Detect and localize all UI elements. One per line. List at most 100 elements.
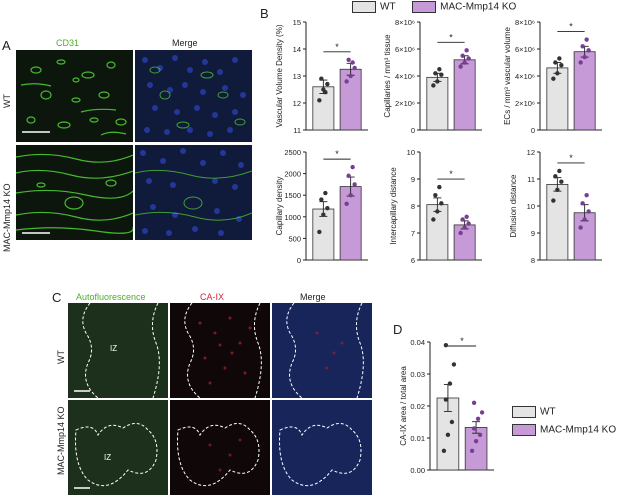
chart-3-point [344, 201, 349, 207]
chart-1-point [464, 48, 469, 53]
chart-6-bar-ko [464, 427, 488, 471]
chart-4-point [437, 184, 442, 190]
chart-6-point [451, 362, 457, 367]
autofluorescence-ko-micrograph: IZ [68, 400, 168, 495]
chart-0-ylabel: Vascular Volume Density (%) [275, 24, 284, 127]
legend-label-ko: MAC-Mmp14 KO [440, 1, 517, 13]
chart-4-point [433, 193, 438, 198]
chart-5-tick-label: 9 [531, 229, 535, 238]
chart-2-point [578, 60, 583, 65]
chart-3-bar-ko [339, 186, 362, 261]
chart-1-point [431, 83, 436, 88]
chart-1-point [460, 53, 465, 58]
chart-4-tick-label: 9 [411, 175, 415, 184]
chart-1-sig-star: * [449, 32, 453, 42]
chart-1-point [435, 79, 440, 84]
chart-5-point [578, 225, 583, 230]
chart-1-point [433, 71, 438, 76]
ca-ix-wt-micrograph [170, 303, 270, 398]
chart-4-point [439, 201, 444, 206]
chart-6-point [443, 397, 449, 402]
chart-2-point [555, 71, 560, 76]
chart-6-point [471, 400, 477, 405]
chart-2-bar-wt [546, 67, 569, 131]
chart-5-point [580, 201, 585, 206]
chart-6-tick-label: 0.04 [410, 338, 425, 347]
chart-6-point [441, 448, 447, 453]
chart-1-bar-wt [426, 76, 449, 131]
chart-6-tick-label: 0.01 [410, 434, 425, 443]
chart-5-ylabel: Diffusion distance [509, 174, 518, 238]
ca-ix-ko-micrograph [170, 400, 270, 495]
chart-0-point [346, 57, 351, 62]
autofluorescence-wt-micrograph: IZ [68, 303, 168, 398]
iz-label-ko: IZ [104, 453, 111, 462]
chart-6-point [447, 381, 453, 386]
legend-label-wt: WT [380, 1, 396, 13]
chart-5-sig-star: * [569, 153, 573, 163]
legend-d-swatch-wt [512, 406, 536, 418]
merge-c-ko-micrograph [272, 400, 372, 495]
chart-3-point [352, 182, 357, 187]
chart-1-tick-label: 8×10⁶ [395, 18, 415, 27]
chart-3-tick-label: 1000 [284, 213, 301, 222]
chart-2-point [557, 56, 562, 61]
chart-6-point [449, 419, 455, 425]
chart-4-point [462, 225, 467, 230]
chart-6-point [469, 448, 475, 453]
chart-1-point [466, 56, 471, 61]
chart-0-point [317, 98, 322, 103]
chart-4-point [431, 217, 436, 222]
chart-5-tick-label: 11 [527, 175, 535, 184]
chart-6-point [475, 416, 481, 421]
chart-6-point [445, 432, 451, 437]
panel-b-letter: B [260, 6, 269, 21]
chart-6-point [471, 426, 477, 431]
chart-5-tick-label: 10 [527, 202, 535, 211]
chart-6-point [479, 410, 485, 415]
chart-2-sig-star: * [569, 22, 573, 32]
chart-0-point [323, 90, 328, 95]
legend-swatch-wt [352, 1, 376, 13]
chart-2-tick-label: 2×10⁶ [515, 99, 535, 108]
panel-b-legend: WT MAC-Mmp14 KO [352, 1, 516, 13]
chart-2-tick-label: 0 [531, 126, 535, 135]
chart-6-point [443, 343, 449, 348]
panel-c-letter: C [52, 290, 62, 305]
chart-2-point [553, 60, 558, 65]
chart-0-tick-label: 11 [293, 126, 301, 135]
chart-5-point [557, 168, 562, 174]
chart-3-point [348, 193, 353, 198]
cd31-ko-micrograph [16, 145, 133, 240]
chart-4-tick-label: 6 [411, 256, 415, 265]
chart-1-point [458, 64, 463, 69]
chart-1-bar-ko [453, 59, 476, 131]
chart-5-point [553, 174, 558, 179]
chart-4-point [464, 214, 469, 219]
chart-4-tick-label: 7 [411, 229, 415, 238]
chart-5-tick-label: 12 [527, 148, 535, 157]
merge-wt-micrograph [135, 50, 252, 142]
panel-c-row-label-wt: WT [56, 350, 66, 364]
chart-3-point [325, 205, 330, 211]
chart-0-point [325, 81, 330, 87]
chart-2-point [586, 48, 591, 53]
panel-c-col-label-merge: Merge [300, 292, 326, 302]
chart-0-tick-label: 12 [293, 99, 301, 108]
chart-1-ylabel: Capillaries / mm³ tissue [383, 34, 392, 118]
chart-4-bar-ko [453, 224, 476, 261]
chart-3-point [346, 173, 351, 178]
chart-0-tick-label: 13 [293, 72, 301, 81]
chart-2-point [580, 44, 585, 49]
panel-c-col-label-autofluorescence: Autofluorescence [76, 292, 146, 302]
chart-3-ylabel: Capillary density [275, 177, 284, 236]
chart-3-tick-label: 1500 [284, 191, 301, 200]
chart-1-point [462, 60, 467, 65]
panel-c-row-label-ko: MAC-Mmp14 KO [56, 406, 66, 475]
chart-2-ylabel: ECs / mm³ vascular volume [503, 27, 512, 125]
chart-5-point [551, 198, 556, 203]
chart-3-point [350, 164, 355, 170]
chart-0-tick-label: 14 [293, 45, 301, 54]
chart-1-tick-label: 4×10⁶ [395, 72, 415, 81]
